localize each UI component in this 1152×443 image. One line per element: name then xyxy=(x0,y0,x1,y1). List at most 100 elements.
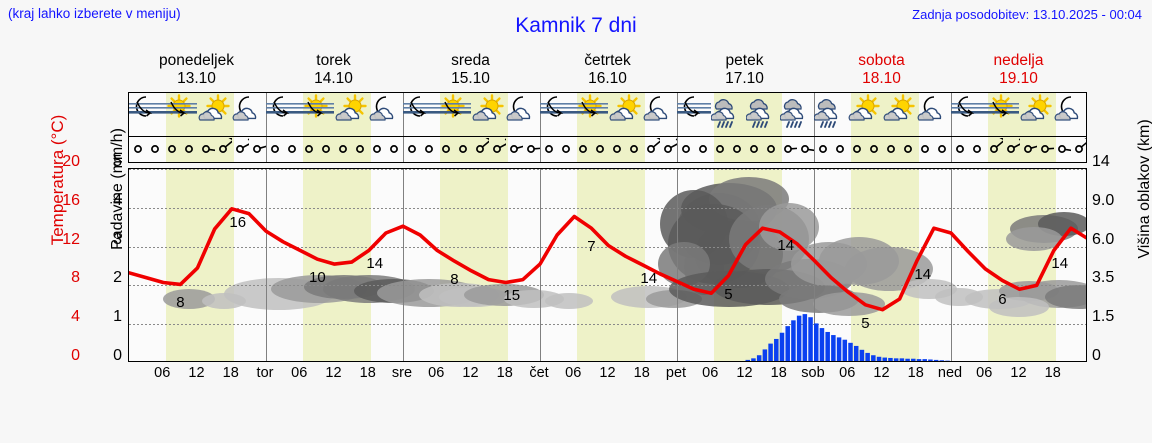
axis-tick-label: 0 xyxy=(113,347,122,364)
wind-barb-icon xyxy=(1006,138,1020,153)
day-name: torek xyxy=(316,52,351,69)
day-header-7: nedelja 19.10 xyxy=(950,52,1087,90)
day-separator xyxy=(540,137,541,162)
temperature-value-label: 14 xyxy=(366,255,384,273)
daylight-band xyxy=(439,137,509,162)
gridline-vertical xyxy=(951,169,952,361)
day-separator xyxy=(266,137,267,162)
day-date: 19.10 xyxy=(999,70,1038,87)
weather-symbol-22 xyxy=(848,94,882,136)
weather-symbol-1 xyxy=(129,94,164,136)
sun-fog-icon xyxy=(985,94,1020,118)
daylight-band xyxy=(850,137,920,162)
sun-fog-icon xyxy=(300,94,335,118)
rain-bar xyxy=(808,317,813,361)
time-tick-label: 06 xyxy=(291,365,308,381)
sun-fog-icon xyxy=(163,94,198,118)
wind-barb-icon xyxy=(304,145,313,153)
rain-bar xyxy=(768,343,773,361)
weather-symbol-13 xyxy=(540,94,575,136)
weather-symbol-2 xyxy=(163,94,198,136)
wind-barb-icon xyxy=(424,145,433,153)
rain-bar xyxy=(853,345,859,361)
wind-barb-icon xyxy=(356,145,365,153)
wind-barb-icon xyxy=(339,145,348,153)
day-date: 18.10 xyxy=(862,70,901,87)
weather-symbol-9 xyxy=(403,94,438,136)
moon-cloud-icon xyxy=(232,96,257,121)
weather-symbol-25 xyxy=(951,94,986,136)
temperature-value-label: 14 xyxy=(777,237,795,255)
temperature-value-label: 5 xyxy=(861,314,870,332)
rain-bar xyxy=(933,359,939,361)
time-tick-label: pet xyxy=(665,365,687,381)
wind-barb-icon xyxy=(887,145,896,153)
time-tick-label: 06 xyxy=(565,365,582,381)
legend-row: Dež Možnost ploh © vreme.us & vreme.pro … xyxy=(0,385,1152,425)
daylight-band xyxy=(302,137,372,162)
temperature-value-label: 14 xyxy=(640,270,658,288)
temperature-value-label: 8 xyxy=(450,271,459,289)
temperature-value-label: 7 xyxy=(587,238,596,256)
rain-bar xyxy=(751,358,756,361)
wind-barb-icon xyxy=(373,145,382,153)
day-name: nedelja xyxy=(993,52,1044,69)
day-name: četrtek xyxy=(584,52,631,69)
rain-bar xyxy=(882,357,888,361)
rain-bar xyxy=(888,357,893,361)
rain-bar xyxy=(865,352,870,361)
time-tick-label: sre xyxy=(391,365,413,381)
axis-tick-label: 6.0 xyxy=(1092,230,1115,248)
temperature-value-label: 8 xyxy=(176,294,185,312)
day-separator xyxy=(403,137,404,162)
rain-bar xyxy=(785,326,790,361)
temperature-line xyxy=(129,207,1086,312)
rain-bar xyxy=(939,360,945,361)
wind-barb-icon xyxy=(955,145,964,153)
weather-symbol-16 xyxy=(643,94,677,136)
wind-barb-icon xyxy=(561,145,570,153)
temperature-value-label: 15 xyxy=(503,287,521,305)
temperature-value-label: 10 xyxy=(309,269,326,287)
time-tick-label: 06 xyxy=(154,365,171,381)
rain-cloud-icon xyxy=(813,99,838,128)
time-tick-label: 18 xyxy=(1044,365,1061,381)
wind-barb-icon xyxy=(750,145,759,153)
axis-tick-label: 12 xyxy=(62,230,80,248)
day-header-2: torek 14.10 xyxy=(265,52,402,90)
day-separator xyxy=(677,137,678,162)
axis-tick-label: 20 xyxy=(62,153,80,170)
weather-symbol-21 xyxy=(813,94,848,136)
gridline-horizontal xyxy=(129,169,1086,170)
time-tick-label: 18 xyxy=(633,365,650,381)
wind-barb-icon xyxy=(407,145,416,153)
rain-bar xyxy=(899,358,905,361)
day-separator xyxy=(677,93,678,136)
daylight-band xyxy=(439,169,509,361)
axis-tick-label: 3.5 xyxy=(1092,269,1115,287)
weather-symbol-15 xyxy=(609,94,643,136)
time-tick-label: 18 xyxy=(496,365,513,381)
rain-bar xyxy=(791,320,796,361)
daylight-band xyxy=(987,137,1057,162)
wind-barb-icon xyxy=(133,145,142,153)
daylight-band xyxy=(576,169,646,361)
chart-series-layer xyxy=(129,207,1086,361)
gridline-horizontal xyxy=(129,324,1086,325)
rain-bar xyxy=(876,356,882,361)
time-tick-label: 18 xyxy=(770,365,787,381)
axis-tick-label: 9.0 xyxy=(1092,191,1115,209)
wind-barb-icon xyxy=(647,138,661,153)
day-name: petek xyxy=(725,52,764,69)
wind-barb-icon xyxy=(219,138,233,153)
weather-symbol-24 xyxy=(917,94,951,136)
gridline-horizontal xyxy=(129,285,1086,286)
sun-cloud-icon xyxy=(1020,94,1052,121)
day-header-1: ponedeljek 13.10 xyxy=(128,52,265,90)
cloud-height-axis-ticks: 0 1.5 3.5 6.0 9.0 14 xyxy=(1092,153,1142,364)
rain-bar xyxy=(774,338,779,361)
wind-barb-icon xyxy=(698,145,707,153)
daylight-band xyxy=(713,137,783,162)
axis-tick-label: 0 xyxy=(1092,347,1101,364)
wind-barb-icon xyxy=(921,145,930,153)
